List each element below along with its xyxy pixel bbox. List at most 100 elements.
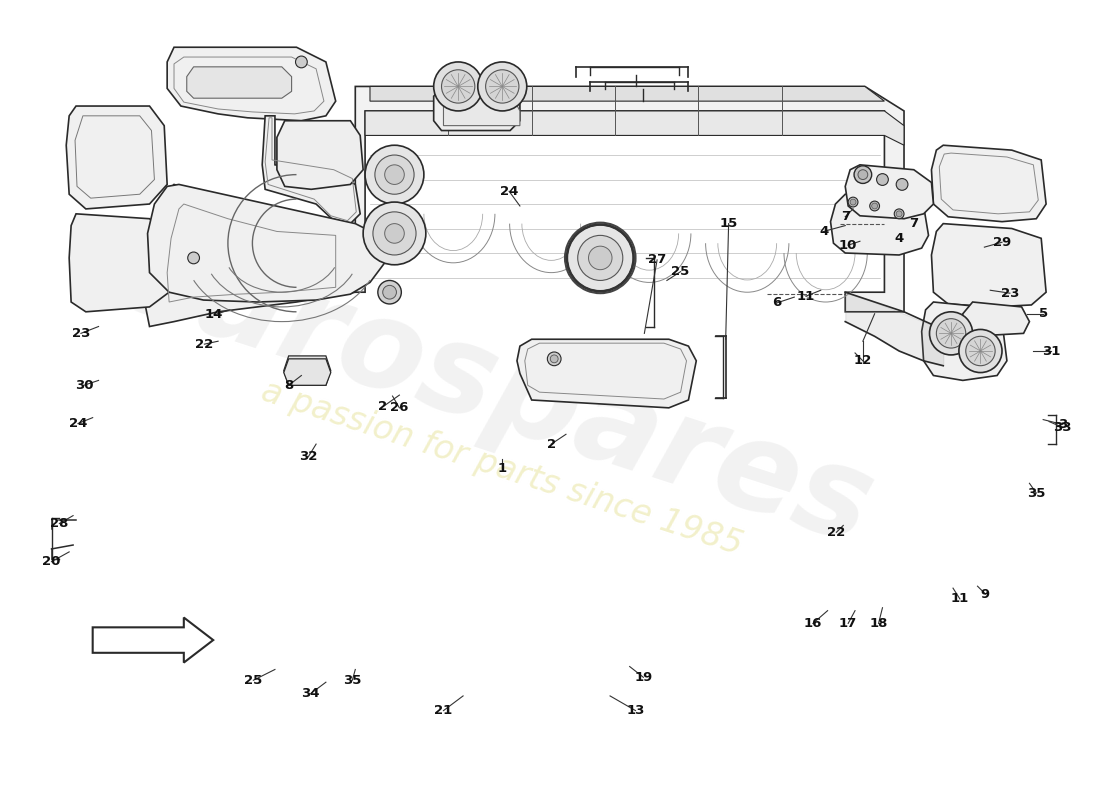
- Circle shape: [550, 355, 558, 362]
- Circle shape: [848, 197, 858, 207]
- Circle shape: [485, 70, 519, 103]
- Text: 25: 25: [244, 674, 263, 686]
- Polygon shape: [284, 359, 331, 386]
- Text: 20: 20: [42, 555, 60, 568]
- Circle shape: [877, 174, 889, 186]
- Circle shape: [296, 56, 307, 68]
- Circle shape: [365, 146, 424, 204]
- Circle shape: [373, 212, 416, 255]
- Text: 26: 26: [390, 402, 408, 414]
- Text: 5: 5: [1038, 307, 1047, 320]
- Polygon shape: [284, 356, 331, 386]
- Text: 2: 2: [547, 438, 556, 450]
- Circle shape: [871, 203, 878, 209]
- Circle shape: [377, 281, 402, 304]
- Circle shape: [966, 336, 996, 366]
- Circle shape: [578, 235, 623, 281]
- Text: 4: 4: [820, 225, 828, 238]
- Circle shape: [930, 312, 972, 355]
- Text: 21: 21: [434, 704, 452, 717]
- Text: 31: 31: [1042, 345, 1060, 358]
- Polygon shape: [517, 339, 696, 408]
- Polygon shape: [69, 214, 169, 312]
- Circle shape: [566, 225, 634, 291]
- Text: 27: 27: [648, 254, 667, 266]
- Text: 12: 12: [854, 354, 872, 367]
- Text: 14: 14: [205, 308, 223, 322]
- Text: 24: 24: [69, 417, 87, 430]
- Text: 8: 8: [284, 379, 294, 392]
- Circle shape: [959, 330, 1002, 373]
- Polygon shape: [187, 67, 292, 98]
- Polygon shape: [144, 185, 355, 326]
- Text: 22: 22: [827, 526, 846, 538]
- Text: 11: 11: [950, 593, 969, 606]
- Text: 30: 30: [75, 379, 94, 392]
- Circle shape: [363, 202, 426, 265]
- Circle shape: [383, 286, 396, 299]
- Text: a passion for parts since 1985: a passion for parts since 1985: [257, 375, 747, 562]
- Polygon shape: [845, 165, 934, 218]
- Circle shape: [188, 252, 199, 264]
- Text: 34: 34: [301, 687, 319, 701]
- Text: 6: 6: [772, 297, 781, 310]
- Text: 24: 24: [499, 185, 518, 198]
- Text: 11: 11: [796, 290, 815, 302]
- Circle shape: [548, 352, 561, 366]
- Circle shape: [441, 70, 475, 103]
- Text: 32: 32: [299, 450, 318, 463]
- Text: 23: 23: [1001, 286, 1019, 300]
- Text: 2: 2: [378, 400, 387, 414]
- Text: 13: 13: [626, 704, 645, 717]
- Polygon shape: [962, 302, 1030, 336]
- Circle shape: [850, 199, 856, 205]
- Text: 7: 7: [840, 210, 850, 223]
- Text: 10: 10: [839, 238, 857, 252]
- Circle shape: [896, 178, 907, 190]
- Circle shape: [858, 170, 868, 179]
- Text: 9: 9: [981, 587, 990, 601]
- Polygon shape: [922, 302, 1006, 381]
- Polygon shape: [147, 185, 385, 302]
- Text: 3: 3: [1058, 418, 1067, 431]
- Circle shape: [854, 166, 871, 183]
- Polygon shape: [365, 111, 904, 146]
- Circle shape: [477, 62, 527, 111]
- Text: 17: 17: [839, 617, 857, 630]
- Text: 22: 22: [196, 338, 213, 350]
- Text: 25: 25: [671, 265, 690, 278]
- Text: 28: 28: [51, 517, 68, 530]
- Text: 33: 33: [1054, 421, 1072, 434]
- Circle shape: [588, 246, 612, 270]
- Text: eurospares: eurospares: [98, 210, 887, 570]
- Circle shape: [433, 62, 483, 111]
- Polygon shape: [932, 224, 1046, 307]
- Text: 1: 1: [497, 462, 507, 475]
- Polygon shape: [433, 86, 520, 130]
- Text: 18: 18: [869, 617, 888, 630]
- Text: 19: 19: [635, 671, 652, 684]
- Polygon shape: [443, 96, 520, 126]
- Text: 35: 35: [1027, 486, 1045, 499]
- Text: 15: 15: [719, 217, 738, 230]
- Text: 23: 23: [72, 327, 90, 340]
- Circle shape: [870, 201, 880, 211]
- Circle shape: [894, 209, 904, 218]
- Text: 7: 7: [910, 217, 918, 230]
- Circle shape: [936, 318, 966, 348]
- Polygon shape: [167, 47, 336, 121]
- Polygon shape: [277, 121, 363, 190]
- Polygon shape: [932, 146, 1046, 222]
- Polygon shape: [355, 86, 904, 312]
- Circle shape: [896, 211, 902, 217]
- Polygon shape: [830, 194, 928, 255]
- Text: 16: 16: [804, 617, 822, 630]
- Circle shape: [385, 224, 405, 243]
- Polygon shape: [262, 116, 360, 224]
- Text: 35: 35: [343, 674, 362, 686]
- Polygon shape: [92, 618, 213, 662]
- Polygon shape: [370, 86, 884, 101]
- Text: 29: 29: [993, 236, 1011, 249]
- Circle shape: [375, 155, 414, 194]
- Polygon shape: [66, 106, 167, 209]
